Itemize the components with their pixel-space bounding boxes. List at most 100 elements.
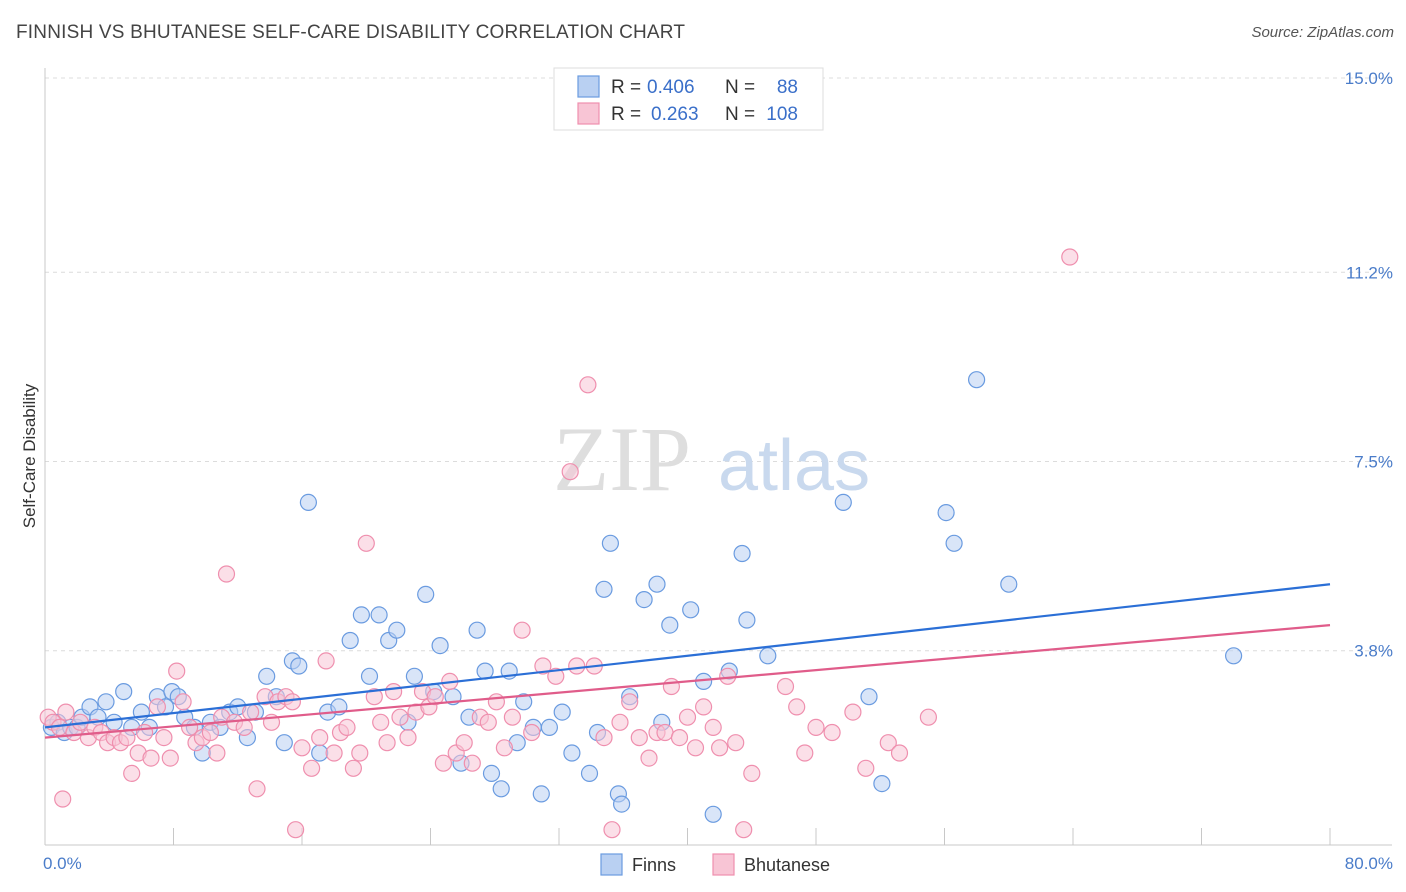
grid-lines: [45, 77, 1392, 652]
legend: R = 0.406 N = 88 R = 0.263 N = 108: [553, 67, 824, 131]
bhutanese-point-45: [338, 718, 356, 737]
bhutanese-point-77: [595, 728, 613, 747]
finns-point-61: [563, 744, 581, 762]
y-axis-label: Self-Care Disability: [20, 383, 39, 528]
legend-n-value-2: 108: [766, 104, 798, 125]
trend-lines: [44, 583, 1331, 739]
bhutanese-point-40: [303, 759, 321, 777]
finns-point-36: [341, 631, 359, 650]
y-tick-label-2: 11.2%: [1346, 263, 1393, 282]
y-tick-label-3: 15.0%: [1345, 69, 1393, 88]
legend-r-label-1: R =: [611, 77, 641, 98]
bottom-legend-swatch-bhutanese: [712, 853, 735, 876]
legend-swatch-bhutanese: [577, 102, 600, 125]
bhutanese-point-100: [823, 723, 841, 742]
bhutanese-point-69: [513, 621, 531, 639]
finns-point-46: [431, 636, 449, 655]
tick-labels: 3.8% 7.5% 11.2% 15.0% 0.0% 80.0%: [43, 69, 1393, 873]
bhutanese-point-90: [704, 718, 722, 737]
finns-point-78: [738, 611, 756, 629]
legend-r-value-1: 0.406: [647, 77, 695, 98]
bhutanese-point-54: [399, 728, 417, 747]
legend-r-value-2: 0.263: [651, 104, 699, 125]
y-tick-label-0: 3.8%: [1354, 642, 1393, 661]
bhutanese-point-75: [579, 376, 597, 394]
bhutanese-point-46: [344, 759, 362, 777]
watermark-zip: ZIP: [553, 408, 691, 510]
bhutanese-point-47: [351, 744, 369, 762]
finns-point-69: [635, 590, 653, 609]
bhutanese-point-13: [123, 764, 141, 783]
bhutanese-point-52: [385, 682, 403, 701]
bhutanese-point-63: [463, 754, 481, 772]
watermark-atlas: atlas: [718, 426, 870, 506]
bhutanese-point-28: [217, 565, 236, 583]
bottom-legend-swatch-finns: [600, 853, 623, 876]
finns-point-10: [115, 682, 133, 701]
legend-r-label-2: R =: [611, 104, 641, 125]
finns-point-79: [759, 647, 777, 665]
bhutanese-point-88: [686, 739, 705, 757]
bhutanese-point-97: [788, 698, 806, 716]
bhutanese-point-49: [365, 688, 383, 706]
bhutanese-point-82: [640, 749, 658, 767]
finns-point-72: [661, 616, 679, 634]
bhutanese-point-93: [727, 734, 745, 752]
bottom-legend-finns: Finns: [632, 855, 676, 875]
bhutanese-point-87: [678, 708, 697, 726]
source-label: Source: ZipAtlas.com: [1251, 24, 1394, 41]
finns-point-81: [860, 688, 878, 706]
finns-point-59: [540, 718, 559, 737]
bhutanese-point-95: [743, 764, 761, 783]
bhutanese-points: [39, 248, 1079, 839]
finns-point-53: [492, 780, 510, 798]
bhutanese-point-106: [1061, 248, 1079, 266]
bhutanese-point-59: [434, 754, 452, 772]
bottom-legend: Finns Bhutanese: [600, 853, 830, 876]
bhutanese-point-78: [603, 821, 621, 839]
finns-point-82: [873, 774, 891, 793]
bhutanese-point-62: [455, 734, 473, 752]
bhutanese-point-18: [155, 728, 173, 747]
finns-point-65: [601, 534, 620, 552]
bhutanese-point-17: [148, 698, 166, 716]
bhutanese-point-79: [611, 713, 629, 731]
bhutanese-point-98: [796, 744, 814, 762]
finns-point-85: [967, 371, 986, 389]
bhutanese-point-39: [293, 739, 311, 757]
bhutanese-point-66: [487, 693, 505, 711]
bhutanese-point-81: [630, 728, 648, 747]
finns-point-37: [352, 606, 370, 624]
bhutanese-point-15: [136, 723, 154, 742]
bhutanese-point-19: [161, 749, 179, 767]
bhutanese-point-41: [311, 728, 329, 747]
finns-point-32: [299, 493, 317, 511]
bhutanese-point-25: [201, 723, 219, 742]
bhutanese-point-30: [235, 718, 253, 737]
bhutanese-point-21: [174, 693, 192, 711]
y-tick-label-1: 7.5%: [1354, 453, 1393, 472]
finns-point-38: [360, 667, 379, 685]
finns-point-58: [532, 785, 550, 803]
finns-point-67: [612, 795, 631, 813]
x-tick-label-1: 80.0%: [1345, 854, 1393, 873]
finns-point-39: [370, 606, 388, 624]
bhutanese-point-53: [391, 708, 409, 726]
legend-n-label-1: N =: [725, 77, 755, 98]
bhutanese-point-38: [287, 821, 305, 839]
finns-point-87: [1224, 647, 1243, 665]
finns-point-56: [515, 693, 533, 711]
bottom-legend-bhutanese: Bhutanese: [744, 855, 830, 875]
finns-point-43: [405, 667, 423, 685]
bhutanese-point-96: [776, 677, 795, 696]
finns-point-44: [417, 585, 435, 604]
legend-n-label-2: N =: [725, 104, 755, 125]
finns-point-77: [733, 544, 751, 563]
bhutanese-point-22: [181, 718, 199, 737]
finns-point-70: [648, 575, 666, 593]
bhutanese-point-58: [426, 688, 444, 706]
bhutanese-point-48: [357, 534, 375, 552]
finns-trend-line: [44, 583, 1331, 729]
bhutanese-point-99: [807, 718, 825, 737]
